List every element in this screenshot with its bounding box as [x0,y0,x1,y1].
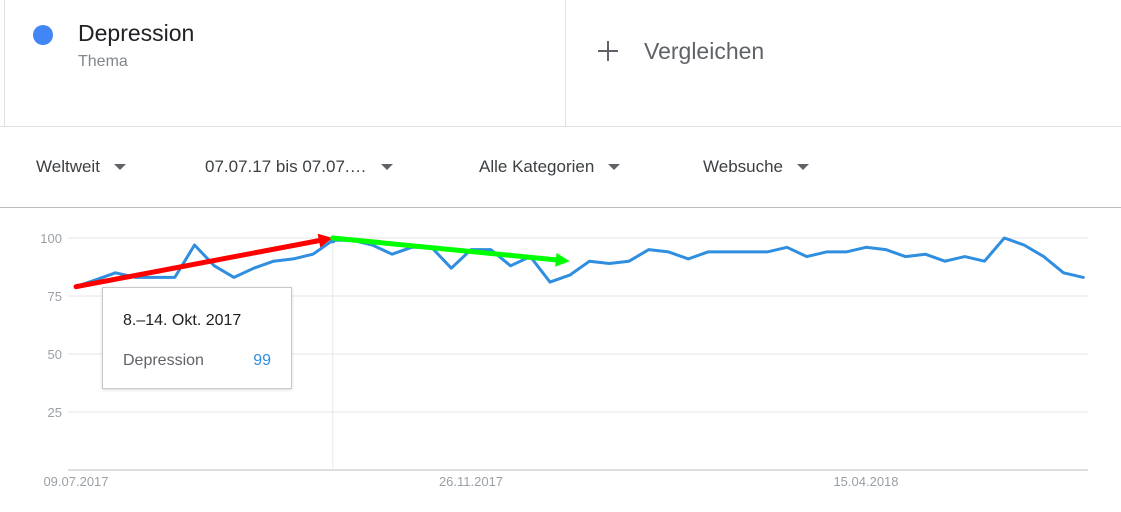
term-color-dot [33,25,53,45]
y-tick-label: 25 [48,405,62,420]
region-dropdown[interactable]: Weltweit [36,155,126,179]
tooltip-date: 8.–14. Okt. 2017 [123,312,242,329]
compare-button[interactable]: Vergleichen [598,36,764,66]
caret-down-icon [797,164,810,170]
x-tick-label: 09.07.2017 [43,474,108,489]
x-tick-label: 15.04.2018 [833,474,898,489]
term-type: Thema [78,53,128,70]
chart-tooltip: 8.–14. Okt. 2017 Depression 99 [102,287,292,389]
search-type-dropdown[interactable]: Websuche [703,155,810,179]
date-range-label: 07.07.17 bis 07.07.… [205,157,367,176]
date-range-dropdown[interactable]: 07.07.17 bis 07.07.… [205,155,393,179]
tooltip-value: 99 [253,352,271,369]
compare-label: Vergleichen [644,37,765,64]
caret-down-icon [608,164,621,170]
y-tick-label: 50 [48,347,62,362]
y-tick-label: 100 [40,231,62,246]
annotation-arrow-2-shaft [330,235,559,263]
plus-icon [598,41,618,61]
term-header: Depression Thema Vergleichen [0,0,1121,127]
annotation-arrow-1-shaft [73,238,322,290]
term-name: Depression [78,20,195,46]
tooltip-series-name: Depression [123,352,204,369]
filter-bar: Weltweit 07.07.17 bis 07.07.… Alle Kateg… [0,127,1121,208]
annotation-arrow-2-head [555,252,570,267]
caret-down-icon [380,164,393,170]
search-type-label: Websuche [703,157,784,176]
term-card[interactable]: Depression Thema [4,0,566,127]
y-tick-label: 75 [48,289,62,304]
region-label: Weltweit [36,157,100,176]
category-label: Alle Kategorien [479,157,595,176]
x-tick-label: 26.11.2017 [439,474,503,489]
annotation-arrow-1-head [317,233,333,248]
caret-down-icon [113,164,126,170]
series-line-depression [74,236,1085,289]
category-dropdown[interactable]: Alle Kategorien [479,155,621,179]
